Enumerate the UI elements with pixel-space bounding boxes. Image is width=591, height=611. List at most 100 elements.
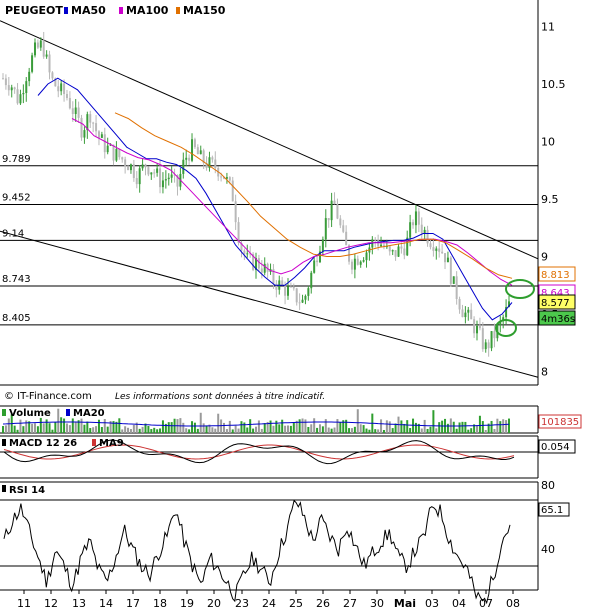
disclaimer-text: Les informations sont données à titre in…: [115, 391, 325, 402]
candle-body: [263, 263, 266, 273]
candle-body: [382, 244, 385, 248]
volume-bar: [385, 420, 388, 433]
volume-bar: [42, 423, 45, 433]
candle-body: [432, 247, 435, 251]
volume-bar: [153, 427, 156, 433]
candle-body: [159, 168, 162, 188]
level-label: 9.789: [2, 154, 31, 165]
candle-body: [330, 200, 333, 221]
volume-bar: [80, 418, 83, 433]
volume-bar: [365, 428, 368, 433]
volume-bar: [435, 428, 438, 433]
legend-macd: MACD 12 26: [9, 438, 77, 449]
last-value-label: 8.643: [541, 288, 570, 299]
candle-body: [499, 320, 502, 325]
candle-body: [266, 263, 269, 272]
candle-body: [508, 301, 510, 307]
candle-body: [470, 309, 473, 320]
candle-body: [153, 172, 156, 174]
volume-bar: [438, 422, 441, 433]
candle-body: [115, 148, 118, 161]
candle-body: [284, 285, 287, 296]
candle-body: [92, 122, 95, 124]
volume-bar: [167, 422, 170, 433]
volume-bar: [22, 426, 25, 433]
volume-bar: [127, 427, 130, 433]
volume-bar: [214, 428, 217, 433]
volume-bar: [92, 427, 95, 433]
x-tick-label: 04: [452, 597, 466, 610]
candle-body: [449, 257, 452, 284]
rsi-tick-40: 40: [541, 543, 555, 556]
candle-body: [164, 179, 167, 181]
volume-last-value: 101835: [541, 417, 579, 428]
candle-body: [188, 157, 191, 161]
volume-bar: [496, 418, 499, 433]
candle-body: [19, 94, 22, 104]
credits: © IT-Finance.com Les informations sont d…: [4, 391, 325, 402]
candle-body: [112, 144, 115, 161]
volume-bar: [196, 428, 199, 433]
volume-bar: [124, 426, 127, 433]
volume-bar: [112, 421, 115, 433]
volume-bar: [138, 428, 141, 433]
candle-body: [135, 178, 138, 185]
candle-body: [409, 222, 412, 238]
volume-bar: [377, 429, 380, 433]
volume-bar: [284, 425, 287, 433]
ma100-legend-swatch: [119, 7, 123, 14]
legend-ma150: MA150: [183, 4, 226, 17]
candle-body: [481, 328, 484, 350]
volume-bar: [249, 419, 252, 433]
candle-body: [260, 268, 263, 273]
macd-ma9-legend-swatch: [92, 439, 96, 446]
volume-bar: [51, 429, 54, 433]
candle-body: [257, 258, 260, 269]
volume-bar: [144, 423, 147, 433]
candle-body: [350, 261, 353, 270]
macd-line: [3, 439, 515, 465]
candle-body: [307, 288, 310, 296]
volume-bar: [310, 424, 313, 433]
volume-bar: [382, 429, 385, 433]
volume-bar: [246, 427, 249, 433]
candle-body: [397, 246, 400, 257]
candle-body: [316, 260, 319, 263]
volume-bar: [324, 419, 327, 433]
highlight-circle-lower: [495, 319, 517, 337]
ma-line-ma50: [37, 77, 513, 321]
candle-body: [150, 172, 153, 175]
volume-bar: [68, 425, 71, 433]
volume-bar: [473, 424, 476, 433]
volume-bar: [97, 419, 100, 433]
macd-last-value: 0.054: [541, 442, 570, 453]
volume-bar: [161, 420, 164, 433]
candle-body: [298, 302, 301, 304]
candle-body: [336, 204, 339, 219]
last-value-label: 4m36s: [541, 314, 575, 325]
trendlines: [0, 20, 539, 378]
volume-bar: [356, 409, 359, 433]
volume-bar: [380, 419, 383, 433]
candle-body: [484, 342, 487, 350]
candle-body: [118, 148, 121, 158]
candle-body: [48, 54, 51, 73]
volume-bar: [132, 424, 135, 433]
x-tick-label: 18: [153, 597, 167, 610]
candle-body: [161, 180, 164, 188]
volume-bar: [263, 423, 266, 433]
level-label: 9.14: [2, 228, 24, 239]
candle-body: [292, 286, 295, 289]
volume-bar: [121, 429, 124, 433]
candle-body: [129, 164, 132, 171]
volume-last-box: [538, 414, 582, 429]
volume-bar: [228, 420, 231, 433]
volume-bar: [286, 425, 289, 433]
volume-bar: [28, 421, 31, 433]
candle-body: [339, 218, 342, 226]
volume-bar: [159, 428, 162, 433]
rsi-panel: RSI 14 80 40 65.1: [0, 479, 570, 605]
volume-bar: [362, 425, 365, 433]
volume-bar: [455, 428, 458, 433]
